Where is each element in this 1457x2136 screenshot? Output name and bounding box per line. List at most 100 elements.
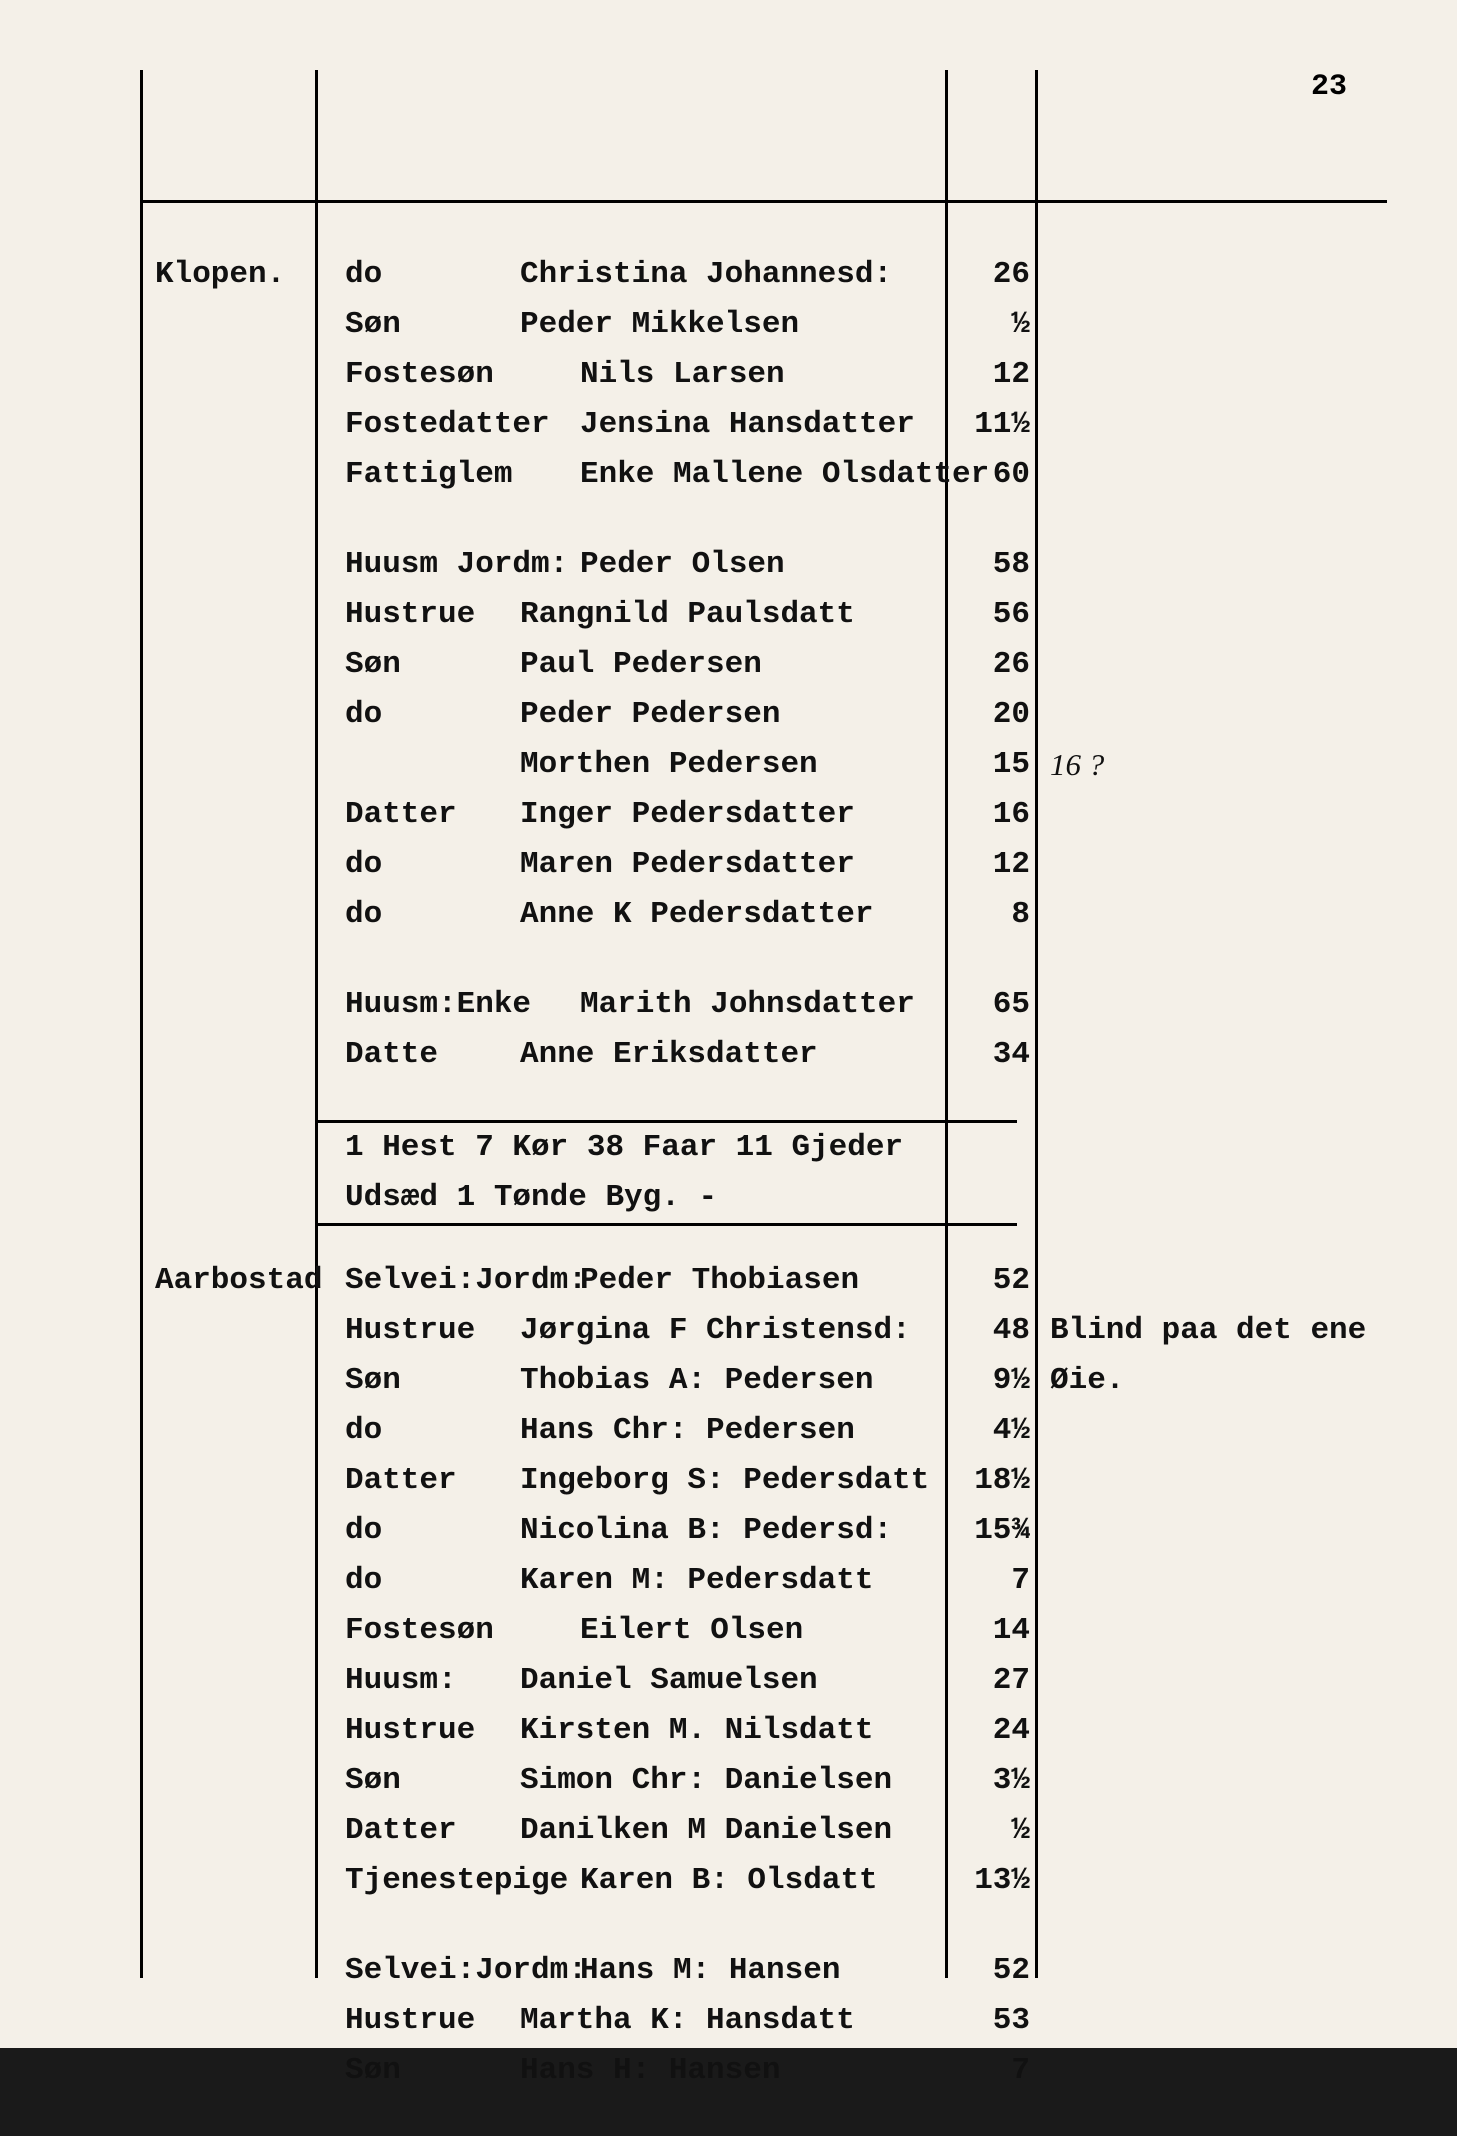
- person-age: 52: [955, 1256, 1030, 1306]
- person-age: 27: [955, 1656, 1030, 1706]
- person-name: Christina Johannesd:: [520, 250, 940, 300]
- record-row: SønHans H: Hansen 7: [60, 2046, 1417, 2096]
- person-name: Peder Mikkelsen: [520, 300, 940, 350]
- person-age: 52: [955, 1946, 1030, 1996]
- person-name: Paul Pedersen: [520, 640, 940, 690]
- person-role: do: [345, 840, 535, 890]
- record-row: doKaren M: Pedersdatt 7: [60, 1556, 1417, 1606]
- person-role: Hustrue: [345, 1306, 535, 1356]
- person-name: Karen M: Pedersdatt: [520, 1556, 940, 1606]
- record-row: DatterDanilken M Danielsen ½: [60, 1806, 1417, 1856]
- person-age: ½: [955, 300, 1030, 350]
- record-row: SønThobias A: Pedersen9½: [60, 1356, 1417, 1406]
- record-rows-container: Klopen.doChristina Johannesd:26SønPeder …: [60, 250, 1417, 1978]
- header-rule: [140, 200, 1387, 203]
- person-role: Søn: [345, 2046, 535, 2096]
- person-name: Jørgina F Christensd:: [520, 1306, 940, 1356]
- record-row: Morthen Pedersen1516 ?: [60, 740, 1417, 790]
- spacer: [60, 2096, 1417, 2136]
- record-row: DatterIngeborg S: Pedersdatt18½: [60, 1456, 1417, 1506]
- person-age: ½: [955, 1806, 1030, 1856]
- person-role: Datter: [345, 1806, 535, 1856]
- livestock-row: 1 Hest 7 Kør 38 Faar 11 Gjeder: [60, 1123, 1417, 1173]
- record-row: AarbostadSelvei:Jordm:Peder Thobiasen52: [60, 1256, 1417, 1306]
- record-row: HustrueJørgina F Christensd:48Blind paa …: [60, 1306, 1417, 1356]
- record-row: doPeder Pedersen 20: [60, 690, 1417, 740]
- person-name: Eilert Olsen: [580, 1606, 1000, 1656]
- person-name: Daniel Samuelsen: [520, 1656, 940, 1706]
- person-name: Peder Pedersen: [520, 690, 940, 740]
- person-name: Hans M: Hansen: [580, 1946, 1000, 1996]
- person-name: Maren Pedersdatter: [520, 840, 940, 890]
- livestock-text: Udsæd 1 Tønde Byg. -: [345, 1173, 935, 1223]
- person-age: 7: [955, 1556, 1030, 1606]
- person-name: Enke Mallene Olsdatter: [580, 450, 1000, 500]
- person-name: Simon Chr: Danielsen: [520, 1756, 940, 1806]
- person-age: 56: [955, 590, 1030, 640]
- person-age: 53: [955, 1996, 1030, 2046]
- person-role: Søn: [345, 300, 535, 350]
- person-role: Datter: [345, 790, 535, 840]
- person-name: Nicolina B: Pedersd:: [520, 1506, 940, 1556]
- livestock-text: 1 Hest 7 Kør 38 Faar 11 Gjeder: [345, 1123, 935, 1173]
- person-role: do: [345, 1556, 535, 1606]
- person-role: Søn: [345, 1756, 535, 1806]
- person-name: Martha K: Hansdatt: [520, 1996, 940, 2046]
- record-row: Klopen.doChristina Johannesd:26: [60, 250, 1417, 300]
- record-row: FostesønNils Larsen12: [60, 350, 1417, 400]
- person-name: Ingeborg S: Pedersdatt: [520, 1456, 940, 1506]
- person-name: Rangnild Paulsdatt: [520, 590, 940, 640]
- scanned-document-page: 23 Klopen.doChristina Johannesd:26SønPed…: [0, 0, 1457, 2048]
- person-age: 7: [955, 2046, 1030, 2096]
- person-name: Marith Johnsdatter: [580, 980, 1000, 1030]
- record-row: SønPaul Pedersen 26: [60, 640, 1417, 690]
- person-role: Huusm:: [345, 1656, 535, 1706]
- record-row: SønPeder Mikkelsen ½: [60, 300, 1417, 350]
- person-age: 58: [955, 540, 1030, 590]
- page-content-area: 23 Klopen.doChristina Johannesd:26SønPed…: [60, 40, 1417, 2008]
- person-name: Hans H: Hansen: [520, 2046, 940, 2096]
- person-role: do: [345, 1406, 535, 1456]
- person-name: Nils Larsen: [580, 350, 1000, 400]
- person-age: 11½: [955, 400, 1030, 450]
- person-name: Karen B: Olsdatt: [580, 1856, 1000, 1906]
- person-name: Jensina Hansdatter: [580, 400, 1000, 450]
- person-role: do: [345, 890, 535, 940]
- person-role: Datter: [345, 1456, 535, 1506]
- person-age: 3½: [955, 1756, 1030, 1806]
- person-role: Hustrue: [345, 590, 535, 640]
- person-role: do: [345, 1506, 535, 1556]
- record-row: DatteAnne Eriksdatter34: [60, 1030, 1417, 1080]
- person-age: 20: [955, 690, 1030, 740]
- record-row: DatterInger Pedersdatter16: [60, 790, 1417, 840]
- person-role: Søn: [345, 640, 535, 690]
- farm-name: Aarbostad: [155, 1256, 310, 1306]
- person-age: 15¾: [955, 1506, 1030, 1556]
- person-age: 8: [955, 890, 1030, 940]
- page-number: 23: [1311, 70, 1347, 104]
- record-row: doHans Chr: Pedersen 4½: [60, 1406, 1417, 1456]
- person-age: 26: [955, 640, 1030, 690]
- record-row: FostesønEilert Olsen14: [60, 1606, 1417, 1656]
- person-name: Kirsten M. Nilsdatt: [520, 1706, 940, 1756]
- person-age: 34: [955, 1030, 1030, 1080]
- record-row: FattiglemEnke Mallene Olsdatter60: [60, 450, 1417, 500]
- person-name: Danilken M Danielsen: [520, 1806, 940, 1856]
- margin-note: 16 ?: [1050, 740, 1420, 790]
- person-age: 9½: [955, 1356, 1030, 1406]
- spacer: [60, 1226, 1417, 1256]
- person-name: Anne K Pedersdatter: [520, 890, 940, 940]
- person-age: 24: [955, 1706, 1030, 1756]
- person-name: Peder Thobiasen: [580, 1256, 1000, 1306]
- record-row: HustrueRangnild Paulsdatt 56: [60, 590, 1417, 640]
- person-name: Hans Chr: Pedersen: [520, 1406, 940, 1456]
- record-row: Huusm Jordm:Peder Olsen58: [60, 540, 1417, 590]
- record-row: Huusm:Daniel Samuelsen 27: [60, 1656, 1417, 1706]
- person-role: do: [345, 690, 535, 740]
- record-row: Huusm:EnkeMarith Johnsdatter65: [60, 980, 1417, 1030]
- person-age: 13½: [955, 1856, 1030, 1906]
- record-row: doNicolina B: Pedersd: 15¾: [60, 1506, 1417, 1556]
- person-age: 14: [955, 1606, 1030, 1656]
- person-age: 4½: [955, 1406, 1030, 1456]
- person-age: 48: [955, 1306, 1030, 1356]
